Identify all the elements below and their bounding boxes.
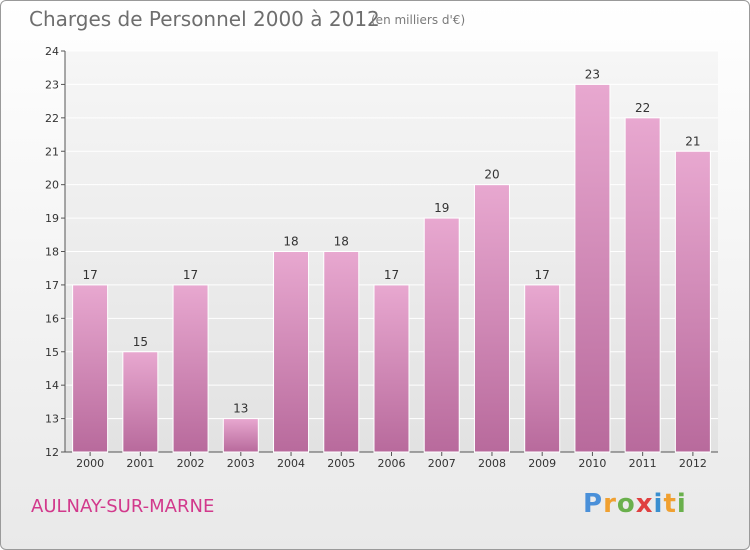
bar-value-label: 17 (82, 268, 97, 282)
bar (674, 150, 711, 453)
x-tick-label: 2003 (227, 457, 255, 470)
bar (473, 184, 510, 453)
x-tick-label: 2002 (177, 457, 205, 470)
x-tick-label: 2005 (327, 457, 355, 470)
y-tick-label: 23 (45, 78, 59, 91)
bar (72, 284, 109, 453)
city-name: AULNAY-SUR-MARNE (31, 496, 215, 517)
y-tick-label: 18 (45, 246, 59, 259)
x-tick-label: 2012 (679, 457, 707, 470)
x-tick-label: 2004 (277, 457, 305, 470)
bar-value-label: 17 (535, 268, 550, 282)
x-tick-label: 2011 (629, 457, 657, 470)
bar (373, 284, 410, 453)
y-tick-label: 13 (45, 413, 59, 426)
bar-value-label: 18 (334, 235, 349, 249)
y-tick-label: 16 (45, 312, 59, 325)
bar-value-label: 19 (434, 201, 449, 215)
bar-value-label: 15 (133, 335, 148, 349)
x-tick-label: 2000 (76, 457, 104, 470)
bar-value-label: 20 (484, 168, 499, 182)
bar-chart: 12 13 14 15 16 17 18 19 20 21 22 23 24 17 2000 15 2001 17… (45, 45, 718, 470)
bar (222, 418, 259, 453)
bar (323, 251, 360, 453)
bar (574, 83, 611, 453)
y-tick-label: 19 (45, 212, 59, 225)
bar-value-label: 17 (384, 268, 399, 282)
y-tick-label: 20 (45, 179, 59, 192)
bar-value-label: 13 (233, 402, 248, 416)
bar (273, 251, 310, 453)
y-tick-label: 15 (45, 346, 59, 359)
y-tick-label: 22 (45, 112, 59, 125)
bar (122, 351, 159, 453)
y-tick-label: 17 (45, 279, 59, 292)
chart-subtitle: (en milliers d'€) (371, 13, 466, 27)
bar-value-label: 21 (685, 134, 700, 148)
x-tick-label: 2010 (578, 457, 606, 470)
chart-title: Charges de Personnel 2000 à 2012 (29, 7, 380, 31)
x-tick-label: 2007 (428, 457, 456, 470)
proxiti-logo: Proxiti (583, 489, 687, 519)
bar (172, 284, 209, 453)
x-tick-label: 2008 (478, 457, 506, 470)
bar-value-label: 17 (183, 268, 198, 282)
bar-value-label: 18 (283, 235, 298, 249)
bar (624, 117, 661, 453)
x-tick-label: 2001 (126, 457, 154, 470)
y-tick-label: 21 (45, 145, 59, 158)
bar (423, 217, 460, 453)
bar (524, 284, 561, 453)
bar-value-label: 22 (635, 101, 650, 115)
x-tick-label: 2006 (378, 457, 406, 470)
bar-value-label: 23 (585, 67, 600, 81)
x-tick-label: 2009 (528, 457, 556, 470)
y-tick-label: 12 (45, 446, 59, 459)
y-tick-label: 14 (45, 379, 59, 392)
y-tick-label: 24 (45, 45, 59, 58)
